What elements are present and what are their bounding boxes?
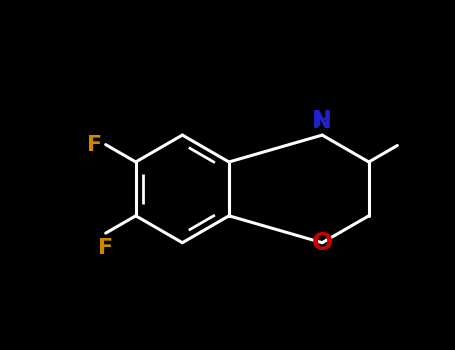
Text: F: F — [87, 135, 102, 155]
Text: F: F — [98, 238, 113, 258]
Text: H: H — [314, 111, 330, 130]
Text: O: O — [312, 231, 333, 255]
Text: N: N — [312, 109, 332, 133]
